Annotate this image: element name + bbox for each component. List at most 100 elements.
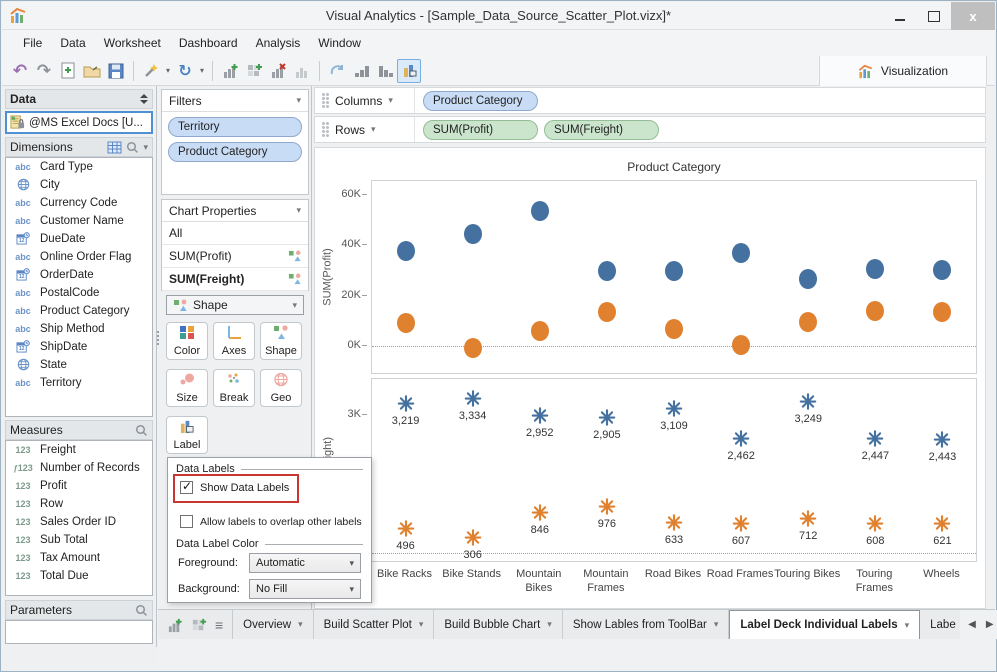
data-point[interactable] [866, 301, 885, 322]
data-point[interactable] [598, 498, 616, 518]
sort-updown-icon[interactable] [140, 94, 148, 104]
parameters-list[interactable] [5, 620, 153, 644]
add-worksheet-icon[interactable] [218, 59, 242, 83]
sheet-tab[interactable]: Label Deck Individual Labels ▾ [729, 610, 921, 639]
sheet-tab-caret[interactable]: ▾ [547, 619, 552, 629]
view-data-grid-icon[interactable] [107, 141, 122, 154]
data-point[interactable] [665, 261, 683, 282]
dimension-field[interactable]: abc Currency Code [6, 194, 152, 212]
data-point[interactable] [531, 504, 549, 524]
sheet-tab[interactable]: Build Bubble Chart ▾ [434, 610, 563, 639]
mark-type-combo[interactable]: Shape ▾ [166, 295, 304, 315]
tab-scroll-left-icon[interactable]: ◀ [968, 619, 976, 630]
measures-header[interactable]: Measures [5, 420, 153, 440]
search-icon[interactable] [135, 604, 148, 617]
data-point[interactable] [530, 200, 549, 221]
data-point[interactable] [463, 223, 482, 244]
label-toolbar-icon[interactable] [397, 58, 421, 83]
close-button[interactable]: x [951, 2, 995, 30]
data-point[interactable] [397, 520, 414, 540]
connect-wand-icon[interactable] [139, 59, 163, 83]
menu-window[interactable]: Window [318, 36, 361, 50]
chart-properties-menu-caret[interactable]: ▾ [296, 205, 301, 215]
sort-descending-icon[interactable] [373, 59, 397, 83]
visualization-tab[interactable]: Visualization [819, 56, 987, 86]
dimension-field[interactable]: abc Ship Method [6, 320, 152, 338]
menu-worksheet[interactable]: Worksheet [103, 36, 161, 50]
data-point[interactable] [665, 514, 683, 534]
data-point[interactable] [934, 514, 951, 535]
minimize-button[interactable] [883, 2, 917, 30]
sheet-tab[interactable]: Build Scatter Plot ▾ [314, 610, 435, 639]
filter-pill[interactable]: Territory [168, 117, 302, 137]
sheet-tab-caret[interactable]: ▾ [713, 619, 719, 629]
refresh-icon[interactable]: ↻ [178, 62, 192, 80]
new-document-icon[interactable] [56, 59, 80, 83]
sheet-tab-caret[interactable]: ▾ [418, 619, 424, 629]
dimensions-menu-caret[interactable]: ▾ [143, 141, 148, 152]
columns-pill[interactable]: Product Category [423, 90, 538, 111]
dimension-field[interactable]: abc Customer Name [6, 212, 152, 230]
add-dashboard-icon[interactable] [242, 59, 266, 83]
dimension-field[interactable]: 12 ShipDate [6, 338, 152, 356]
columns-shelf-caret[interactable]: ▾ [388, 95, 393, 105]
allow-overlap-checkbox[interactable] [180, 515, 193, 528]
data-point[interactable] [396, 312, 415, 333]
show-data-labels-checkbox[interactable] [180, 479, 193, 494]
delete-worksheet-icon[interactable] [266, 59, 290, 83]
measure-field[interactable]: ƒ123 Number of Records [6, 459, 152, 477]
measure-field[interactable]: 123 Sub Total [6, 531, 152, 549]
maximize-button[interactable] [917, 2, 951, 30]
data-source-item[interactable]: @MS Excel Docs [U... [5, 111, 153, 134]
data-point[interactable] [396, 240, 415, 261]
shape-deck-button[interactable]: Shape [260, 322, 302, 360]
data-point[interactable] [799, 312, 818, 333]
tab-scroll-right-icon[interactable]: ▶ [985, 619, 994, 630]
data-panel-header[interactable]: Data [5, 89, 153, 109]
sheet-list-icon[interactable]: ≡ [215, 616, 224, 633]
allow-overlap-row[interactable]: Allow labels to overlap other labels [180, 515, 362, 528]
color-deck-button[interactable]: Color [166, 322, 208, 360]
sheet-tab[interactable]: Labe [920, 610, 960, 639]
measure-field[interactable]: 123 Row [6, 495, 152, 513]
menu-data[interactable]: Data [60, 36, 86, 50]
axes-deck-button[interactable]: Axes [213, 322, 255, 360]
data-point[interactable] [732, 429, 750, 450]
data-point[interactable] [598, 409, 616, 429]
data-point[interactable] [933, 259, 952, 280]
dimension-field[interactable]: abc PostalCode [6, 284, 152, 302]
measure-field[interactable]: 123 Freight [6, 441, 152, 459]
parameters-header[interactable]: Parameters [5, 600, 153, 620]
data-point[interactable] [866, 258, 885, 279]
dimension-field[interactable]: City [6, 176, 152, 194]
chart-property-row[interactable]: All [162, 222, 308, 245]
data-point[interactable] [665, 318, 683, 339]
data-point[interactable] [597, 261, 616, 282]
data-point[interactable] [597, 302, 616, 323]
sheet-tab[interactable]: Show Lables from ToolBar ▾ [563, 610, 730, 639]
label-deck-button[interactable]: Label [166, 416, 208, 454]
panel-splitter-handle[interactable] [156, 331, 160, 361]
menu-file[interactable]: File [23, 36, 43, 50]
refresh-dropdown-caret[interactable]: ▾ [199, 66, 204, 75]
dimension-field[interactable]: abc Territory [6, 374, 152, 392]
rows-shelf-caret[interactable]: ▾ [371, 124, 376, 134]
measure-field[interactable]: 123 Profit [6, 477, 152, 495]
data-point[interactable] [867, 515, 884, 535]
data-point[interactable] [799, 393, 817, 413]
data-point[interactable] [799, 268, 818, 289]
background-combo[interactable]: No Fill ▾ [249, 579, 361, 599]
save-icon[interactable] [104, 59, 128, 83]
menu-analysis[interactable]: Analysis [255, 36, 301, 50]
measure-field[interactable]: 123 Sales Order ID [6, 513, 152, 531]
dimension-field[interactable]: abc Online Order Flag [6, 248, 152, 266]
undo-icon[interactable]: ↶ [12, 60, 28, 80]
menu-dashboard[interactable]: Dashboard [178, 36, 238, 50]
rows-pill[interactable]: SUM(Profit) [423, 119, 538, 140]
data-point[interactable] [732, 515, 750, 535]
sort-ascending-icon[interactable] [349, 59, 373, 83]
dimension-field[interactable]: 12 OrderDate [6, 266, 152, 284]
data-point[interactable] [531, 407, 549, 427]
data-point[interactable] [464, 389, 481, 410]
show-data-labels-row[interactable]: Show Data Labels [180, 479, 289, 494]
